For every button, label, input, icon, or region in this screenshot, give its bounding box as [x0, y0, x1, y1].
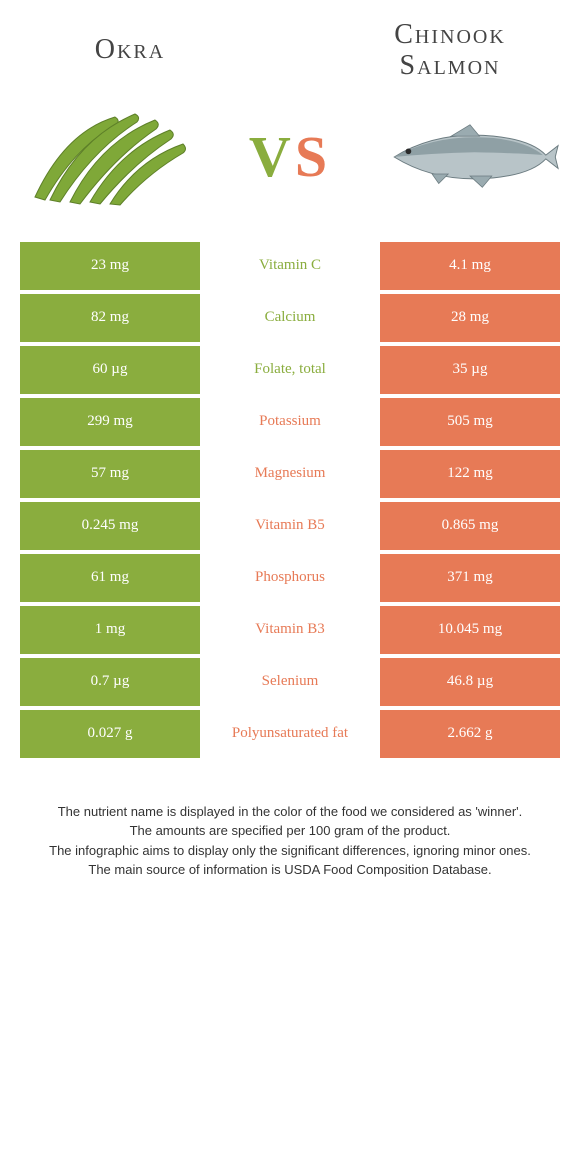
right-value-cell: 4.1 mg — [380, 242, 560, 290]
vs-v-letter: V — [249, 124, 295, 189]
vs-label: VS — [249, 123, 331, 190]
left-value-cell: 61 mg — [20, 554, 200, 602]
table-row: 60 µgFolate, total35 µg — [20, 346, 560, 394]
nutrient-name-cell: Folate, total — [200, 346, 380, 394]
right-value-cell: 35 µg — [380, 346, 560, 394]
footnote-line: The infographic aims to display only the… — [20, 841, 560, 861]
right-food-title: Chinook Salmon — [350, 20, 550, 82]
nutrient-name-cell: Vitamin C — [200, 242, 380, 290]
left-value-cell: 1 mg — [20, 606, 200, 654]
vs-row: VS — [0, 92, 580, 242]
okra-image — [20, 102, 200, 212]
right-value-cell: 28 mg — [380, 294, 560, 342]
salmon-image — [380, 102, 560, 212]
nutrient-name-cell: Magnesium — [200, 450, 380, 498]
right-value-cell: 0.865 mg — [380, 502, 560, 550]
left-value-cell: 23 mg — [20, 242, 200, 290]
footnote-line: The amounts are specified per 100 gram o… — [20, 821, 560, 841]
footnotes: The nutrient name is displayed in the co… — [0, 762, 580, 880]
table-row: 61 mgPhosphorus371 mg — [20, 554, 560, 602]
nutrient-name-cell: Vitamin B5 — [200, 502, 380, 550]
table-row: 0.027 gPolyunsaturated fat2.662 g — [20, 710, 560, 758]
left-value-cell: 60 µg — [20, 346, 200, 394]
left-value-cell: 0.7 µg — [20, 658, 200, 706]
nutrient-name-cell: Selenium — [200, 658, 380, 706]
nutrient-name-cell: Phosphorus — [200, 554, 380, 602]
table-row: 82 mgCalcium28 mg — [20, 294, 560, 342]
comparison-table: 23 mgVitamin C4.1 mg82 mgCalcium28 mg60 … — [20, 242, 560, 758]
nutrient-name-cell: Calcium — [200, 294, 380, 342]
nutrient-name-cell: Polyunsaturated fat — [200, 710, 380, 758]
footnote-line: The nutrient name is displayed in the co… — [20, 802, 560, 822]
vs-s-letter: S — [295, 124, 331, 189]
nutrient-name-cell: Vitamin B3 — [200, 606, 380, 654]
table-row: 0.7 µgSelenium46.8 µg — [20, 658, 560, 706]
left-value-cell: 82 mg — [20, 294, 200, 342]
right-value-cell: 46.8 µg — [380, 658, 560, 706]
header: Okra Chinook Salmon — [0, 0, 580, 92]
table-row: 1 mgVitamin B310.045 mg — [20, 606, 560, 654]
left-value-cell: 0.027 g — [20, 710, 200, 758]
left-food-title: Okra — [30, 35, 230, 66]
left-value-cell: 57 mg — [20, 450, 200, 498]
right-value-cell: 122 mg — [380, 450, 560, 498]
table-row: 0.245 mgVitamin B50.865 mg — [20, 502, 560, 550]
table-row: 57 mgMagnesium122 mg — [20, 450, 560, 498]
right-value-cell: 10.045 mg — [380, 606, 560, 654]
left-value-cell: 299 mg — [20, 398, 200, 446]
nutrient-name-cell: Potassium — [200, 398, 380, 446]
right-value-cell: 505 mg — [380, 398, 560, 446]
footnote-line: The main source of information is USDA F… — [20, 860, 560, 880]
table-row: 23 mgVitamin C4.1 mg — [20, 242, 560, 290]
table-row: 299 mgPotassium505 mg — [20, 398, 560, 446]
left-value-cell: 0.245 mg — [20, 502, 200, 550]
right-value-cell: 2.662 g — [380, 710, 560, 758]
right-value-cell: 371 mg — [380, 554, 560, 602]
